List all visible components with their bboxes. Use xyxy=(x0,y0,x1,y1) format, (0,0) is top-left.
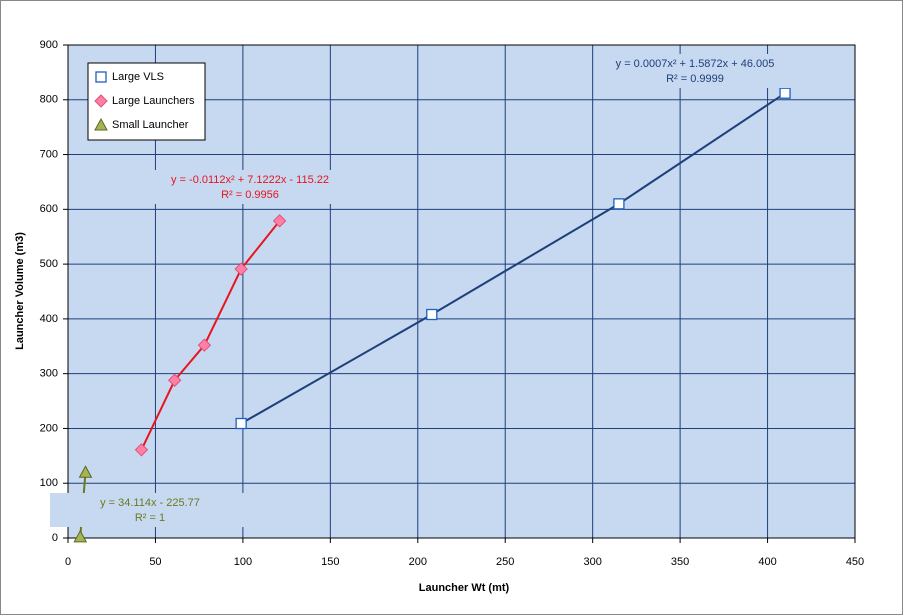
trendline-label: R² = 1 xyxy=(135,512,165,524)
x-tick-label: 400 xyxy=(758,556,776,568)
x-axis-title: Launcher Wt (mt) xyxy=(419,582,510,594)
x-tick-label: 200 xyxy=(409,556,427,568)
trendline-label: R² = 0.9999 xyxy=(666,73,724,85)
x-tick-label: 450 xyxy=(846,556,864,568)
trendline-label-bg xyxy=(595,54,795,88)
trendline-label: y = -0.0112x² + 7.1222x - 115.22 xyxy=(171,174,329,186)
x-tick-label: 350 xyxy=(671,556,689,568)
x-tick-label: 0 xyxy=(65,556,71,568)
marker xyxy=(134,443,149,457)
legend-label: Large Launchers xyxy=(112,95,195,107)
trendline-label-bg xyxy=(50,493,250,527)
marker xyxy=(613,198,625,210)
x-tick-label: 300 xyxy=(583,556,601,568)
trendline-label: y = 0.0007x² + 1.5872x + 46.005 xyxy=(616,58,775,70)
marker xyxy=(197,338,212,352)
trendline-label: y = 34.114x - 225.77 xyxy=(100,497,200,509)
legend: Large VLS Large Launchers Small Launcher xyxy=(87,62,206,141)
legend-label: Small Launcher xyxy=(112,119,189,131)
marker xyxy=(234,262,248,276)
marker xyxy=(73,529,88,543)
y-tick-label: 900 xyxy=(40,39,58,51)
marker xyxy=(95,71,107,83)
marker xyxy=(426,308,438,321)
marker xyxy=(78,465,93,478)
y-tick-label: 600 xyxy=(40,203,58,215)
legend-box xyxy=(87,62,206,141)
marker xyxy=(272,214,287,228)
series-line xyxy=(240,92,786,425)
y-tick-label: 700 xyxy=(40,148,58,160)
x-tick-label: 50 xyxy=(149,556,161,568)
marker xyxy=(167,373,182,387)
marker xyxy=(94,117,108,131)
trendline-label-bg xyxy=(150,170,350,204)
y-tick-label: 300 xyxy=(40,368,58,380)
x-tick-label: 100 xyxy=(234,556,252,568)
y-tick-label: 100 xyxy=(40,477,58,489)
trendline-label: R² = 0.9956 xyxy=(221,189,279,201)
y-axis-title: Launcher Volume (m3) xyxy=(14,232,26,350)
x-tick-label: 250 xyxy=(496,556,514,568)
y-tick-label: 500 xyxy=(40,258,58,270)
x-tick-label: 150 xyxy=(321,556,339,568)
y-tick-label: 0 xyxy=(52,532,58,544)
y-tick-label: 400 xyxy=(40,313,58,325)
marker xyxy=(235,417,247,430)
marker xyxy=(94,94,108,108)
y-tick-label: 800 xyxy=(40,94,58,106)
marker xyxy=(779,87,791,99)
y-tick-label: 200 xyxy=(40,422,58,434)
plot-border xyxy=(67,44,856,539)
legend-label: Large VLS xyxy=(112,71,164,83)
